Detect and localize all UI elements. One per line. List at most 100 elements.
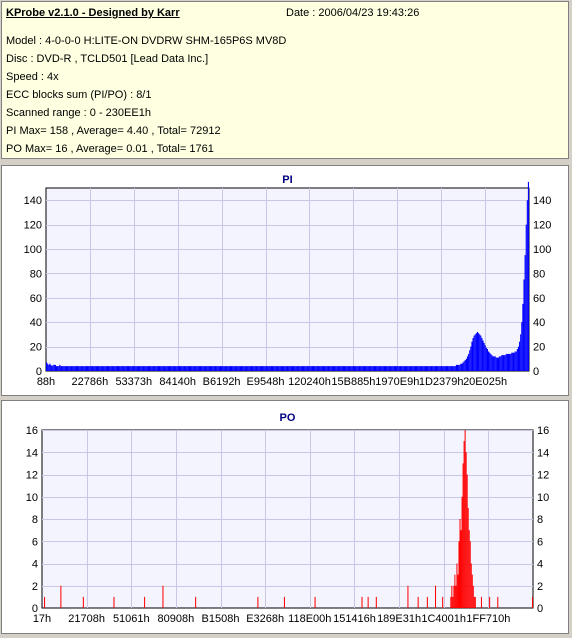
- pi-bar: [447, 366, 449, 371]
- pi-y-tick-right: 140: [533, 195, 551, 207]
- pi-bar: [440, 366, 442, 371]
- pi-bar: [382, 366, 384, 371]
- pi-bar: [460, 363, 462, 371]
- pi-bar: [182, 366, 184, 371]
- pi-bar: [197, 366, 199, 371]
- pi-bar: [479, 334, 481, 371]
- pi-bar: [450, 366, 452, 371]
- pi-bar: [453, 366, 455, 371]
- pi-bar: [424, 366, 426, 371]
- pi-y-tick-left: 120: [24, 220, 42, 232]
- pi-bar: [252, 366, 254, 371]
- pi-bar: [198, 366, 200, 371]
- po-y-tick-left: 4: [32, 559, 38, 571]
- pi-bar: [309, 366, 311, 371]
- pi-bar: [243, 366, 245, 371]
- pi-bar: [223, 366, 225, 371]
- pi-bar: [439, 366, 441, 371]
- pi-y-tick-left: 80: [30, 268, 42, 280]
- pi-bar: [358, 366, 360, 371]
- po-bar: [361, 596, 363, 609]
- po-bar: [466, 474, 468, 608]
- pi-bar: [213, 366, 215, 371]
- po-bar: [480, 596, 482, 609]
- pi-bar: [485, 347, 487, 371]
- pi-bar: [278, 366, 280, 371]
- po-bar: [461, 496, 463, 608]
- po-bar: [456, 563, 458, 608]
- po-x-tick: 80908h: [158, 613, 195, 625]
- pi-bar: [201, 366, 203, 371]
- pi-bar: [51, 366, 53, 371]
- pi-bar: [380, 366, 382, 371]
- po-bar: [467, 507, 469, 609]
- pi-bar: [178, 366, 181, 371]
- pi-bar: [465, 358, 467, 371]
- pi-bar: [371, 366, 373, 371]
- pi-bar: [300, 366, 302, 371]
- pi-bar: [139, 366, 141, 371]
- pi-bar: [112, 366, 114, 371]
- pi-bar: [427, 366, 429, 371]
- pi-bar: [484, 345, 486, 371]
- pi-bar: [434, 366, 436, 371]
- po-y-tick-left: 6: [32, 536, 38, 548]
- po-y-tick-right: 0: [537, 603, 543, 615]
- pi-y-tick-left: 40: [30, 317, 42, 329]
- pi-bar: [389, 366, 391, 371]
- pi-bar: [99, 366, 101, 371]
- pi-bar: [231, 366, 233, 371]
- pi-bar: [319, 366, 321, 371]
- pi-bar: [315, 366, 317, 371]
- pi-bar: [524, 255, 526, 371]
- pi-bar: [367, 366, 369, 371]
- pi-bar: [527, 181, 529, 371]
- pi-bar: [431, 366, 433, 371]
- pi-bar: [504, 355, 506, 371]
- pi-bar: [417, 366, 419, 371]
- pi-bar: [69, 366, 71, 371]
- pi-bar: [357, 366, 359, 371]
- pi-bar: [470, 346, 472, 371]
- pi-bar: [336, 366, 338, 371]
- pi-bar: [89, 366, 91, 371]
- pi-bar: [199, 366, 202, 371]
- pi-bar: [409, 366, 411, 371]
- pi-bar: [312, 366, 315, 371]
- pi-bar: [381, 366, 383, 371]
- pi-bar: [155, 366, 157, 371]
- pi-bar: [67, 366, 69, 371]
- pi-bar: [237, 366, 239, 371]
- pi-bar: [115, 366, 117, 371]
- po-y-tick-right: 6: [537, 536, 543, 548]
- pi-bar: [268, 366, 270, 371]
- pi-bar: [452, 366, 454, 371]
- pi-bar: [345, 366, 347, 371]
- pi-bar: [432, 366, 434, 371]
- pi-bar: [414, 366, 417, 371]
- po-bar: [531, 596, 533, 609]
- po-bar: [460, 530, 462, 609]
- pi-bar: [244, 366, 246, 371]
- pi-bar: [349, 366, 351, 371]
- pi-bar: [262, 366, 264, 371]
- pi-bar: [250, 366, 253, 371]
- pi-bar: [423, 366, 425, 371]
- pi-bar: [360, 366, 362, 371]
- pi-bar: [397, 366, 399, 371]
- pi-bar: [70, 366, 72, 371]
- po-bar: [465, 452, 467, 608]
- po-y-tick-left: 16: [26, 425, 38, 437]
- pi-bar: [232, 366, 234, 371]
- pi-bar: [146, 366, 148, 371]
- pi-bar: [246, 366, 248, 371]
- pi-bar: [62, 366, 64, 371]
- pi-bar: [521, 322, 523, 371]
- pi-bar: [398, 366, 400, 371]
- pi-bar: [77, 366, 79, 371]
- pi-bar: [238, 366, 240, 371]
- pi-bar: [400, 366, 402, 371]
- pi-bar: [350, 366, 352, 371]
- pi-y-tick-right: 80: [533, 268, 545, 280]
- po-summary-line: PO Max= 16 , Average= 0.01 , Total= 1761: [6, 143, 214, 155]
